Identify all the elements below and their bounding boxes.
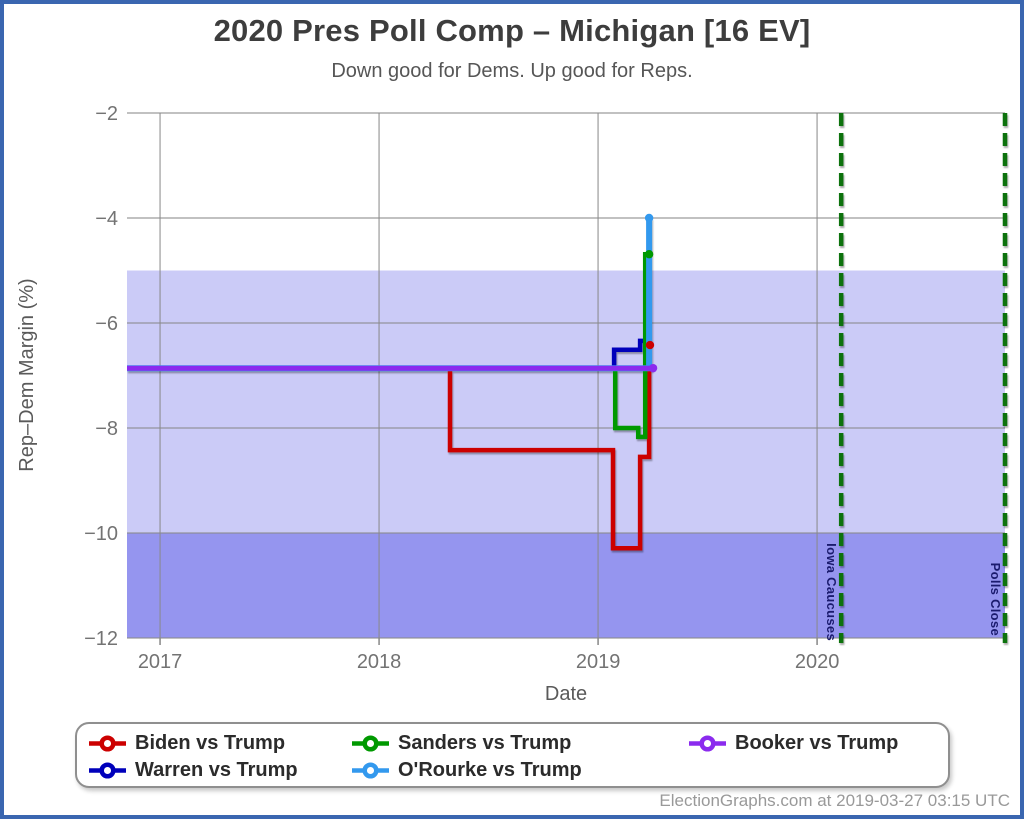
legend-marker-icon xyxy=(352,762,389,779)
x-axis-title: Date xyxy=(545,683,587,705)
y-tick-label: −10 xyxy=(84,523,118,545)
threshold-bands xyxy=(127,270,1005,638)
legend-marker-icon xyxy=(89,762,126,779)
chart-title: 2020 Pres Poll Comp – Michigan [16 EV] xyxy=(213,13,811,48)
legend-label: O'Rourke vs Trump xyxy=(398,759,582,781)
x-tick-label: 2020 xyxy=(795,651,840,673)
series-endpoint-sanders-vs-trump xyxy=(644,250,654,259)
lean-dem-band xyxy=(127,270,1005,533)
annotation-labels: Iowa Caucuses Polls Close xyxy=(824,543,1003,641)
event-annotations xyxy=(838,113,1008,643)
legend-marker-icon xyxy=(89,735,126,752)
chart-subtitle: Down good for Dems. Up good for Reps. xyxy=(331,60,693,82)
series-endpoint-biden-vs-trump xyxy=(645,340,655,350)
x-tick-label: 2019 xyxy=(576,651,621,673)
x-tick-label: 2018 xyxy=(357,651,402,673)
gridlines xyxy=(127,112,1005,645)
series-endpoints xyxy=(644,213,658,373)
y-tick-label: −8 xyxy=(95,418,118,440)
y-axis-title: Rep–Dem Margin (%) xyxy=(16,278,38,471)
annotation-label-iowa-caucuses: Iowa Caucuses xyxy=(824,543,839,641)
legend-marker-icon xyxy=(689,735,726,752)
legend-marker-circle xyxy=(99,762,116,779)
legend-item-o-rourke-vs-trump: O'Rourke vs Trump xyxy=(352,757,689,784)
legend-label: Warren vs Trump xyxy=(135,759,298,781)
y-tick-label: −4 xyxy=(95,208,118,230)
series-line-sanders-vs-trump xyxy=(127,251,650,440)
y-tick-label: −12 xyxy=(84,628,118,650)
legend-marker-circle xyxy=(699,735,716,752)
legend-label: Booker vs Trump xyxy=(735,732,899,754)
legend: Biden vs Trump Warren vs Trump Sanders vs … xyxy=(75,722,950,788)
legend-marker-circle xyxy=(99,735,116,752)
y-tick-label: −2 xyxy=(95,103,118,125)
legend-item-sanders-vs-trump: Sanders vs Trump xyxy=(352,730,689,757)
series-endpoint-booker-vs-trump xyxy=(648,363,658,373)
legend-marker-circle xyxy=(362,735,379,752)
annotation-label-polls-close: Polls Close xyxy=(988,563,1003,636)
legend-label: Sanders vs Trump xyxy=(398,732,572,754)
legend-marker-icon xyxy=(352,735,389,752)
tick-labels: −2 −4 −6 −8 −10 −12 2017 2018 2019 2020 xyxy=(84,103,839,673)
legend-marker-circle xyxy=(362,762,379,779)
legend-label: Biden vs Trump xyxy=(135,732,286,754)
series-line-biden-vs-trump xyxy=(127,342,652,551)
x-tick-label: 2017 xyxy=(138,651,183,673)
legend-item-warren-vs-trump: Warren vs Trump xyxy=(89,757,352,784)
y-tick-label: −6 xyxy=(95,313,118,335)
legend-item-biden-vs-trump: Biden vs Trump xyxy=(89,730,352,757)
strong-dem-band xyxy=(127,533,1005,638)
legend-item-booker-vs-trump: Booker vs Trump xyxy=(689,730,948,757)
footer-credit: ElectionGraphs.com at 2019-03-27 03:15 U… xyxy=(659,791,1010,810)
series-endpoint-o-rourke-vs-trump xyxy=(644,213,654,223)
